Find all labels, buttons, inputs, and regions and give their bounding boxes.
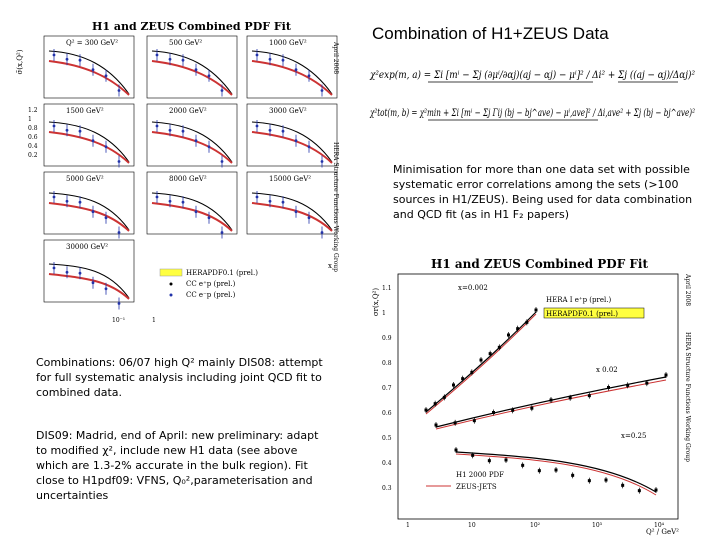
- formula: χ²exp(m, a) = Σi [mⁱ − Σj (∂μⁱ/∂αj)(aj −…: [369, 70, 695, 81]
- tick-label: 10⁻¹: [112, 317, 125, 324]
- legend-entry: ZEUS-JETS: [456, 483, 497, 491]
- panel-label: 15000 GeV²: [269, 175, 311, 183]
- tick-label: 10³: [592, 522, 603, 529]
- panel: [43, 171, 135, 235]
- note: Combinations: 06/07 high Q² mainly DIS08…: [36, 356, 323, 399]
- panel: [43, 35, 135, 99]
- tick-label: 1.1: [382, 285, 392, 292]
- slide-title: Combination of H1+ZEUS Data: [372, 24, 609, 43]
- legend-entry: HERAPDF0.1 (prel.): [186, 269, 258, 277]
- tick-label: 0.3: [382, 485, 392, 492]
- note: DIS09: Madrid, end of April: new prelimi…: [36, 429, 319, 502]
- panel-label: 3000 GeV²: [269, 107, 307, 115]
- panel-label: 8000 GeV²: [169, 175, 207, 183]
- x-label: Q² / GeV²: [646, 528, 679, 536]
- bin-label: x=0.002: [458, 284, 488, 292]
- tick-label: 0.8: [382, 360, 392, 367]
- tick-label: 0.9: [382, 335, 392, 342]
- description: Minimisation for more than one data set …: [393, 163, 693, 221]
- bin-label: x 0.02: [596, 366, 618, 374]
- y-label: σr(x,Q²): [372, 288, 380, 317]
- side-label: April 2008: [684, 273, 691, 306]
- panel-label: 1000 GeV²: [269, 39, 307, 47]
- tick-label: 0.8: [28, 125, 38, 132]
- tick-label: 1.2: [28, 107, 38, 114]
- panel: [146, 171, 238, 235]
- y-label: σ̃(x,Q²): [15, 49, 24, 74]
- bin-label: x=0.25: [621, 432, 646, 440]
- panel: [146, 35, 238, 99]
- tick-label: 10: [468, 522, 476, 529]
- formula: χ²tot(m, b) = χ²min + Σi [mⁱ − Σj Γij (b…: [369, 108, 695, 119]
- legend-entry: H1 2000 PDF: [456, 471, 504, 479]
- side-label: HERA Structure Functions Working Group: [684, 332, 691, 462]
- panel-label: Q² = 300 GeV²: [66, 39, 118, 47]
- tick-label: 0.2: [28, 152, 38, 159]
- legend-entry: CC e⁺p (prel.): [186, 280, 236, 288]
- x-label: x: [328, 262, 332, 270]
- tick-label: 0.4: [382, 460, 392, 467]
- panel: [43, 239, 135, 303]
- panel: [246, 103, 338, 167]
- panel-label: 1500 GeV²: [66, 107, 104, 115]
- side-label: April 2008: [332, 41, 339, 74]
- tick-label: 0.4: [28, 143, 38, 150]
- legend-entry: HERAPDF0.1 (prel.): [546, 310, 618, 318]
- tick-label: 1: [406, 522, 410, 529]
- formulas: χ²exp(m, a) = Σi [mⁱ − Σj (∂μⁱ/∂αj)(aj −…: [369, 70, 695, 121]
- tick-label: 0.6: [28, 134, 38, 141]
- panel-label: 30000 GeV²: [66, 243, 108, 251]
- legend-entry: CC e⁻p (prel.): [186, 291, 236, 299]
- tick-label: 0.5: [382, 435, 392, 442]
- right-plot: H1 and ZEUS Combined PDF Fit σr(x,Q²) Q²…: [372, 257, 691, 536]
- tick-label: 10²: [530, 522, 541, 529]
- plot-title: H1 and ZEUS Combined PDF Fit: [92, 22, 292, 33]
- tick-label: 0.7: [382, 385, 392, 392]
- left-plot: H1 and ZEUS Combined PDF Fit σ̃(x,Q²) x …: [15, 22, 339, 324]
- panel: [246, 35, 338, 99]
- panel: [43, 103, 135, 167]
- tick-label: 1: [382, 310, 386, 317]
- tick-label: 0.6: [382, 410, 392, 417]
- tick-label: 1: [152, 317, 156, 324]
- side-label: HERA Structure Functions Working Group: [332, 142, 339, 272]
- panel-label: 2000 GeV²: [169, 107, 207, 115]
- panel: [246, 171, 338, 235]
- plot-title: H1 and ZEUS Combined PDF Fit: [431, 257, 648, 271]
- tick-label: 1: [28, 116, 32, 123]
- tick-label: 10⁴: [654, 522, 665, 529]
- panel-label: 500 GeV²: [169, 39, 202, 47]
- panel: [146, 103, 238, 167]
- legend-entry: HERA I e⁺p (prel.): [546, 296, 611, 304]
- panel-label: 5000 GeV²: [66, 175, 104, 183]
